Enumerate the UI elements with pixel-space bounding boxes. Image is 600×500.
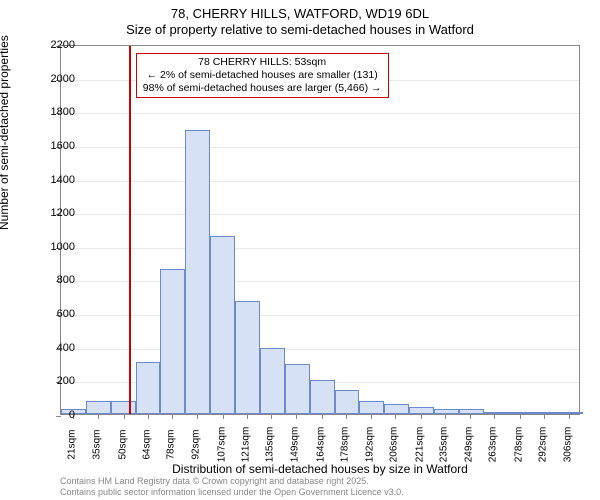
histogram-bar — [484, 412, 509, 414]
xtick-label: 149sqm — [289, 427, 300, 463]
xtick-label: 263sqm — [488, 427, 499, 463]
x-axis-label: Distribution of semi-detached houses by … — [60, 462, 580, 476]
annotation-line: 78 CHERRY HILLS: 53sqm — [143, 56, 382, 69]
xtick-mark — [520, 414, 521, 419]
gridline-h — [61, 113, 579, 114]
xtick-mark — [296, 414, 297, 419]
xtick-label: 249sqm — [463, 427, 474, 463]
gridline-h — [61, 281, 579, 282]
gridline-h — [61, 315, 579, 316]
xtick-mark — [124, 414, 125, 419]
xtick-mark — [371, 414, 372, 419]
footer-line2: Contains public sector information licen… — [60, 487, 404, 497]
histogram-bar — [160, 269, 185, 414]
gridline-h — [61, 181, 579, 182]
ytick-label: 200 — [35, 375, 75, 387]
marker-line — [129, 46, 131, 414]
ytick-label: 400 — [35, 342, 75, 354]
chart-title-line1: 78, CHERRY HILLS, WATFORD, WD19 6DL — [0, 6, 600, 21]
plot-area: 78 CHERRY HILLS: 53sqm← 2% of semi-detac… — [60, 45, 580, 415]
xtick-label: 206sqm — [388, 427, 399, 463]
histogram-bar — [434, 409, 459, 414]
xtick-label: 221sqm — [415, 427, 426, 463]
xtick-label: 278sqm — [514, 427, 525, 463]
xtick-label: 306sqm — [562, 427, 573, 463]
xtick-mark — [569, 414, 570, 419]
ytick-label: 2000 — [35, 73, 75, 85]
xtick-mark — [544, 414, 545, 419]
xtick-label: 21sqm — [67, 429, 78, 459]
xtick-mark — [98, 414, 99, 419]
xtick-mark — [223, 414, 224, 419]
histogram-bar — [459, 409, 484, 414]
histogram-bar — [136, 362, 161, 414]
histogram-bar — [210, 236, 235, 414]
y-axis-label: Number of semi-detached properties — [0, 35, 11, 230]
ytick-label: 1600 — [35, 140, 75, 152]
xtick-label: 192sqm — [364, 427, 375, 463]
histogram-bar — [558, 412, 583, 414]
xtick-label: 35sqm — [91, 429, 102, 459]
xtick-mark — [470, 414, 471, 419]
xtick-mark — [322, 414, 323, 419]
xtick-label: 292sqm — [538, 427, 549, 463]
xtick-label: 64sqm — [141, 429, 152, 459]
xtick-mark — [197, 414, 198, 419]
histogram-bar — [359, 401, 384, 414]
ytick-label: 1000 — [35, 241, 75, 253]
gridline-h — [61, 248, 579, 249]
xtick-label: 164sqm — [315, 427, 326, 463]
ytick-label: 0 — [35, 409, 75, 421]
xtick-label: 235sqm — [439, 427, 450, 463]
histogram-bar — [384, 404, 409, 414]
footer-line1: Contains HM Land Registry data © Crown c… — [60, 476, 369, 486]
annotation-line: ← 2% of semi-detached houses are smaller… — [143, 69, 382, 82]
xtick-mark — [346, 414, 347, 419]
chart-title-line2: Size of property relative to semi-detach… — [0, 22, 600, 37]
histogram-bar — [260, 348, 285, 414]
histogram-bar — [534, 412, 559, 414]
annotation-line: 98% of semi-detached houses are larger (… — [143, 82, 382, 95]
xtick-mark — [247, 414, 248, 419]
xtick-label: 78sqm — [166, 429, 177, 459]
histogram-bar — [285, 364, 310, 414]
gridline-h — [61, 349, 579, 350]
histogram-bar — [86, 401, 111, 414]
histogram-bar — [310, 380, 335, 414]
xtick-mark — [494, 414, 495, 419]
xtick-mark — [148, 414, 149, 419]
histogram-bar — [235, 301, 260, 414]
ytick-label: 600 — [35, 308, 75, 320]
ytick-label: 1800 — [35, 106, 75, 118]
footer-attribution: Contains HM Land Registry data © Crown c… — [60, 476, 404, 498]
xtick-mark — [395, 414, 396, 419]
xtick-label: 121sqm — [241, 427, 252, 463]
annotation-box: 78 CHERRY HILLS: 53sqm← 2% of semi-detac… — [136, 53, 389, 98]
gridline-h — [61, 147, 579, 148]
histogram-bar — [111, 401, 136, 414]
xtick-label: 92sqm — [190, 429, 201, 459]
xtick-label: 107sqm — [216, 427, 227, 463]
ytick-label: 800 — [35, 274, 75, 286]
histogram-bar — [335, 390, 360, 414]
xtick-mark — [271, 414, 272, 419]
histogram-bar — [185, 130, 210, 414]
xtick-mark — [445, 414, 446, 419]
ytick-label: 2200 — [35, 39, 75, 51]
xtick-label: 50sqm — [117, 429, 128, 459]
ytick-label: 1200 — [35, 207, 75, 219]
xtick-label: 178sqm — [340, 427, 351, 463]
histogram-bar — [409, 407, 434, 414]
ytick-label: 1400 — [35, 174, 75, 186]
gridline-h — [61, 214, 579, 215]
xtick-mark — [172, 414, 173, 419]
chart-root: 78, CHERRY HILLS, WATFORD, WD19 6DL Size… — [0, 0, 600, 500]
xtick-label: 135sqm — [265, 427, 276, 463]
xtick-mark — [421, 414, 422, 419]
